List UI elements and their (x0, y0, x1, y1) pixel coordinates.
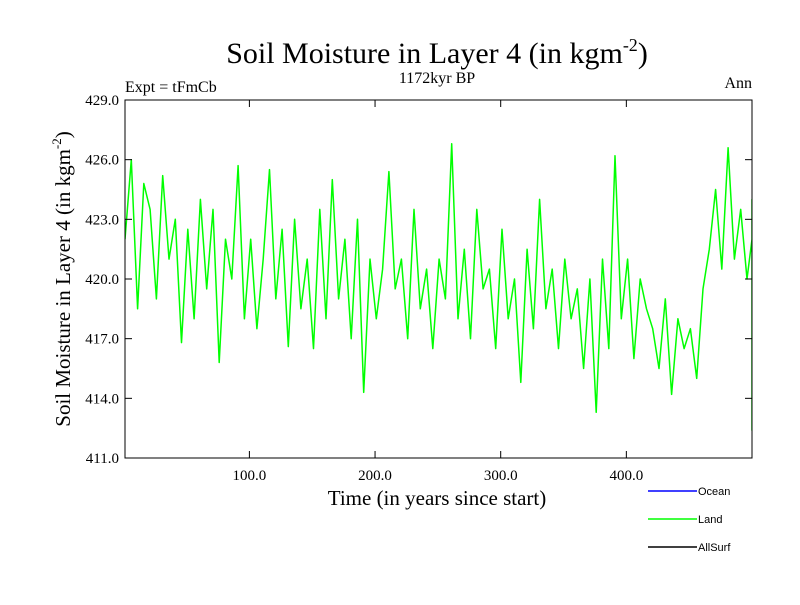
y-axis-label-main: Soil Moisture in Layer 4 (in kgm (51, 149, 75, 427)
land-series-line (125, 143, 752, 431)
x-tick-label: 300.0 (484, 468, 518, 484)
x-tick-label: 400.0 (609, 468, 643, 484)
chart-title: Soil Moisture in Layer 4 (in kgm-2) (226, 35, 648, 70)
x-tick-label: 100.0 (233, 468, 267, 484)
legend-label-land: Land (698, 514, 722, 526)
x-axis-label-text: Time (in years since start) (328, 486, 547, 510)
chart-title-close: ) (638, 37, 648, 70)
x-tick-label: 200.0 (358, 468, 392, 484)
y-axis: 411.0 414.0 417.0 420.0 423.0 426.0 429.0 (85, 93, 752, 467)
y-axis-label: Soil Moisture in Layer 4 (in kgm-2) (49, 131, 75, 426)
legend-label-allsurf: AllSurf (698, 542, 731, 554)
y-tick-label: 420.0 (85, 272, 119, 288)
chart-subtitle: 1172kyr BP (399, 70, 475, 87)
y-tick-label: 411.0 (86, 451, 119, 467)
y-tick-label: 426.0 (85, 153, 119, 169)
y-tick-label: 423.0 (85, 212, 119, 228)
x-axis: 100.0 200.0 300.0 400.0 (233, 100, 643, 484)
plot-frame (124, 99, 753, 459)
experiment-label: Expt = tFmCb (125, 79, 217, 96)
legend: Ocean Land AllSurf (648, 486, 731, 554)
chart-title-superscript: -2 (623, 35, 638, 55)
x-axis-label: Time (in years since start) (328, 486, 547, 510)
y-axis-label-close: ) (51, 131, 75, 138)
y-axis-label-superscript: -2 (49, 138, 64, 149)
y-tick-label: 417.0 (85, 332, 119, 348)
season-label: Ann (724, 75, 752, 92)
legend-label-ocean: Ocean (698, 486, 730, 498)
y-tick-label: 414.0 (85, 391, 119, 407)
chart-title-main: Soil Moisture in Layer 4 (in kgm (226, 37, 623, 70)
y-tick-label: 429.0 (85, 93, 119, 109)
